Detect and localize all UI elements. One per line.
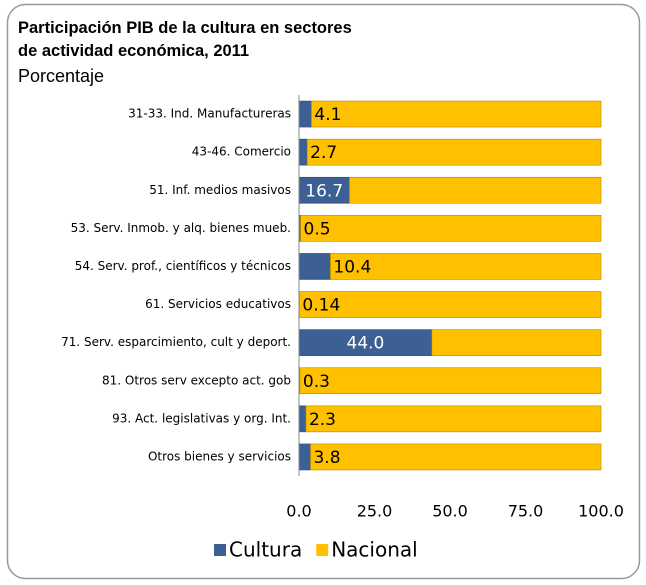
y-tick-label: 61. Servicios educativos — [145, 297, 291, 311]
x-tick-label: 75.0 — [508, 502, 544, 521]
bar-segment — [311, 100, 602, 128]
bar-segment — [298, 443, 311, 471]
bar-segment — [306, 138, 602, 166]
x-tick-label: 50.0 — [432, 502, 468, 521]
chart-title: Participación PIB de la cultura en secto… — [18, 19, 352, 60]
legend-label: Nacional — [331, 538, 418, 562]
y-tick-label: Otros bienes y servicios — [148, 449, 291, 463]
bar-segment — [298, 405, 307, 433]
x-tick-label: 25.0 — [357, 502, 393, 521]
data-label: 16.7 — [305, 181, 343, 201]
data-label: 44.0 — [347, 334, 385, 354]
y-tick-label: 43-46. Comercio — [192, 145, 291, 159]
bar-segment — [310, 443, 602, 471]
bar-segment — [431, 329, 602, 356]
x-tick-label: 0.0 — [286, 502, 311, 521]
chart-title-line: Participación PIB de la cultura en secto… — [18, 19, 352, 37]
bar-segment — [330, 253, 602, 280]
data-label: 3.8 — [313, 448, 340, 468]
bar-segment — [298, 253, 331, 280]
y-tick-label: 53. Serv. Inmob. y alq. bienes mueb. — [71, 221, 291, 235]
legend-swatch — [214, 544, 226, 556]
bar-segment — [298, 100, 312, 128]
y-tick-label: 81. Otros serv excepto act. gob — [102, 373, 291, 387]
data-label: 10.4 — [333, 257, 371, 277]
y-tick-label: 51. Inf. medios masivos — [149, 183, 291, 197]
data-label: 2.3 — [309, 410, 336, 430]
bar-segment — [305, 405, 602, 433]
y-tick-label: 31-33. Ind. Manufactureras — [128, 107, 291, 121]
chart-title-line: de actividad económica, 2011 — [18, 42, 249, 60]
bar-segment — [300, 215, 602, 242]
bar-segment — [299, 291, 602, 318]
data-label: 0.14 — [302, 296, 340, 316]
bar-segment — [298, 138, 308, 166]
legend-swatch — [316, 544, 329, 556]
y-tick-label: 93. Act. legislativas y org. Int. — [112, 411, 291, 425]
data-label: 0.5 — [304, 219, 331, 239]
legend-label: Cultura — [229, 538, 302, 562]
x-tick-label: 100.0 — [578, 502, 624, 521]
bar-segment — [298, 176, 350, 204]
data-label: 0.3 — [303, 372, 330, 392]
y-tick-label: 54. Serv. prof., científicos y técnicos — [75, 259, 291, 273]
bar-segment — [299, 367, 602, 395]
bar-segment — [349, 176, 602, 204]
y-tick-label: 71. Serv. esparcimiento, cult y deport. — [61, 335, 291, 349]
data-label: 4.1 — [314, 105, 341, 125]
chart-subtitle: Porcentaje — [18, 66, 104, 86]
data-label: 2.7 — [310, 143, 337, 163]
